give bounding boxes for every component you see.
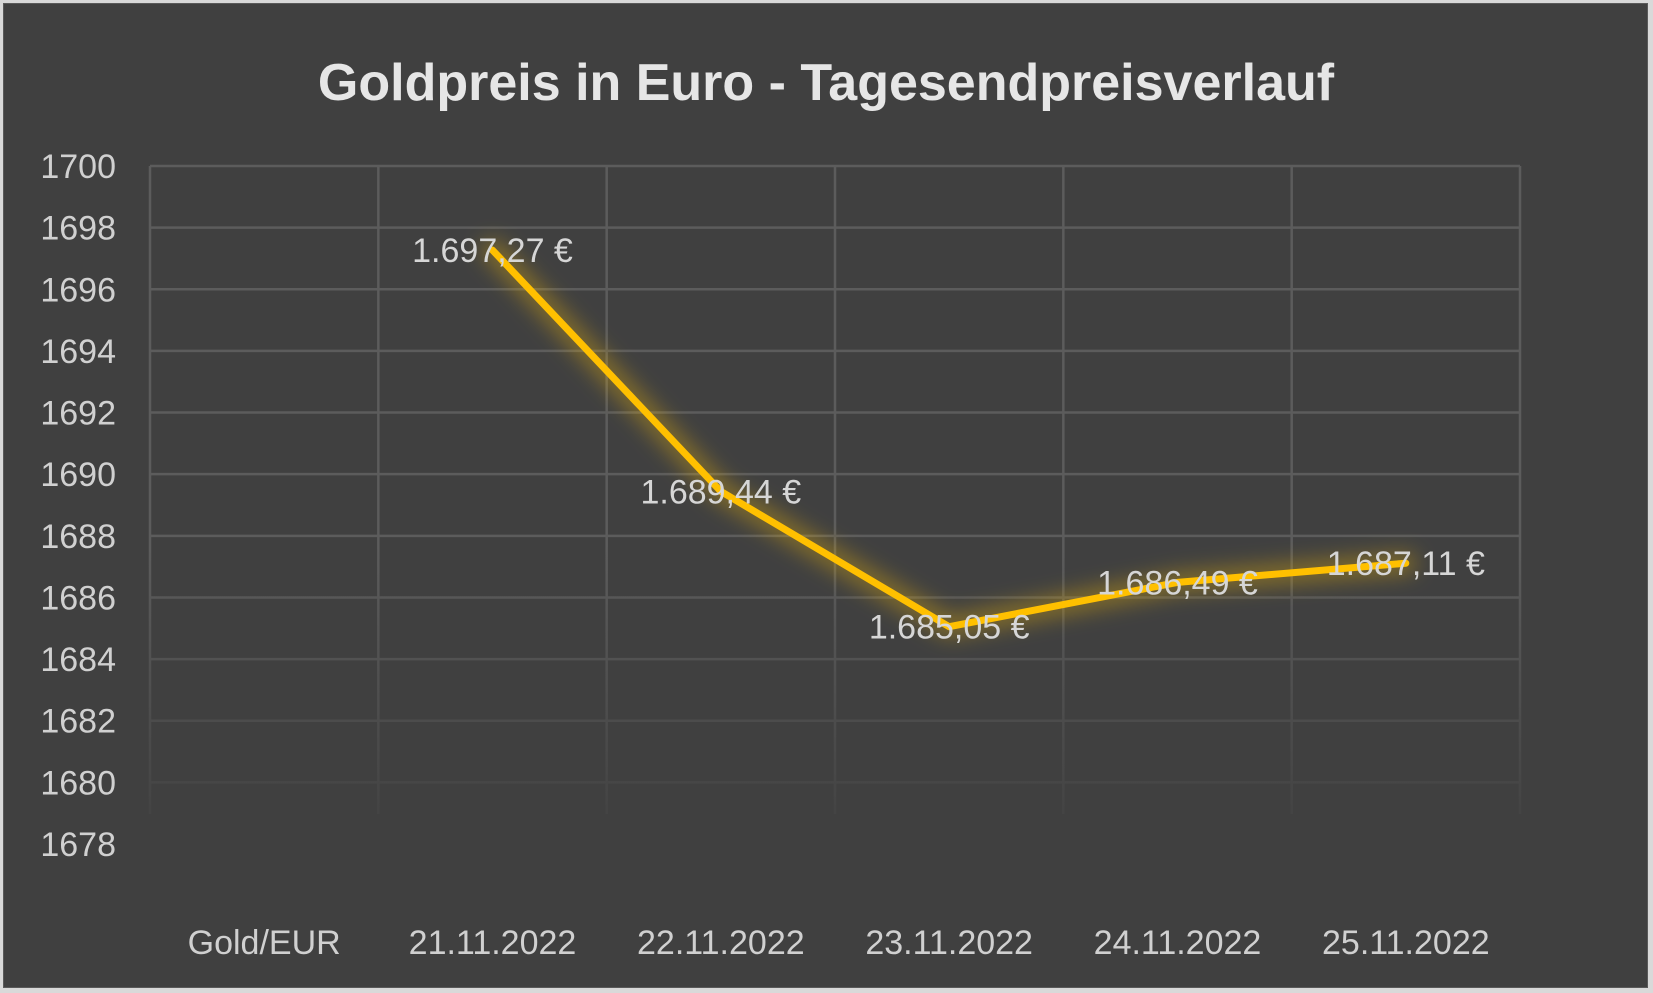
data-label: 1.685,05 € xyxy=(869,609,1030,647)
y-tick-label: 1684 xyxy=(40,641,116,679)
y-tick-label: 1686 xyxy=(40,579,116,617)
data-label: 1.686,49 € xyxy=(1097,564,1258,602)
y-tick-label: 1696 xyxy=(40,271,116,309)
y-tick-label: 1680 xyxy=(40,764,116,802)
x-category-label: Gold/EUR xyxy=(188,924,341,962)
data-labels: 1.697,27 € 1.689,44 € 1.685,05 € 1.686,49 €… xyxy=(412,232,1485,647)
x-category-label: 22.11.2022 xyxy=(637,924,805,962)
series-layer xyxy=(481,239,1417,638)
x-category-label: 23.11.2022 xyxy=(865,924,1033,962)
x-category-label: 25.11.2022 xyxy=(1322,924,1490,962)
y-tick-label: 1692 xyxy=(40,395,116,433)
y-tick-label: 1700 xyxy=(40,148,116,186)
data-label: 1.689,44 € xyxy=(640,473,801,511)
x-axis-categories: Gold/EUR 21.11.2022 22.11.2022 23.11.2022 24… xyxy=(188,924,1490,962)
y-tick-label: 1690 xyxy=(40,456,116,494)
chart-frame: Goldpreis in Euro - Tagesendpreisverlauf… xyxy=(3,3,1648,988)
grid-fade-overlay xyxy=(144,166,1524,856)
x-category-label: 24.11.2022 xyxy=(1094,924,1262,962)
y-tick-label: 1694 xyxy=(40,333,116,371)
y-tick-label: 1698 xyxy=(40,210,116,248)
x-category-label: 21.11.2022 xyxy=(409,924,577,962)
y-tick-label: 1678 xyxy=(40,826,116,864)
chart-title: Goldpreis in Euro - Tagesendpreisverlauf xyxy=(318,54,1335,112)
series-line xyxy=(489,246,1410,631)
data-label: 1.697,27 € xyxy=(412,232,573,270)
y-axis-ticks: 1700 1698 1696 1694 1692 1690 1688 1686 1684 1682… xyxy=(40,148,116,864)
y-tick-label: 1682 xyxy=(40,703,116,741)
y-tick-label: 1688 xyxy=(40,518,116,556)
data-label: 1.687,11 € xyxy=(1327,545,1485,583)
line-chart: Goldpreis in Euro - Tagesendpreisverlauf… xyxy=(40,54,1524,962)
